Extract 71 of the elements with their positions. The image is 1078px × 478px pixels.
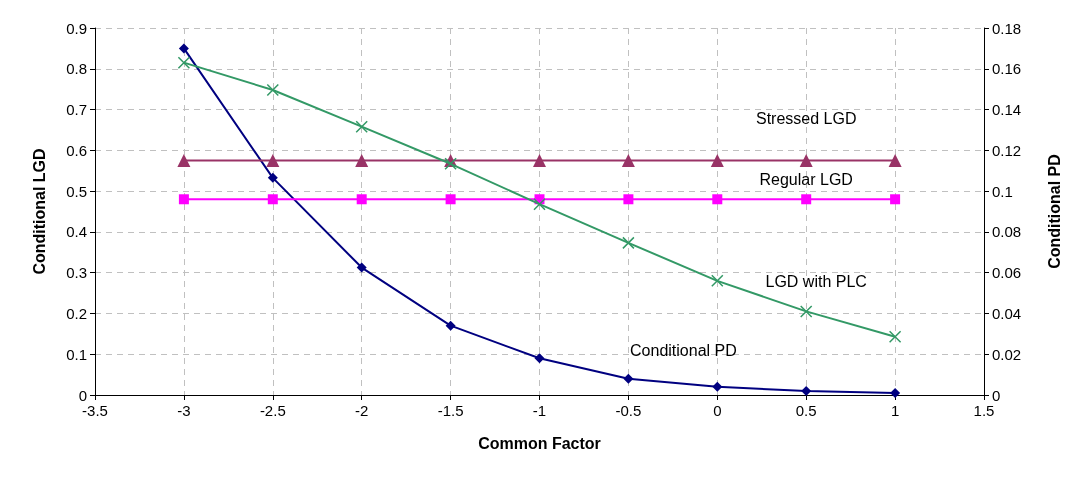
point (712, 381, 723, 392)
x-tick-label: 0.5 (795, 402, 817, 419)
point (890, 387, 901, 398)
y2-tick-label: 0.06 (992, 264, 1022, 282)
point (799, 305, 813, 318)
point (178, 43, 189, 54)
y2-axis-title: Conditional PD (1045, 154, 1063, 269)
point (712, 194, 723, 205)
y2-tick-label: 0.04 (992, 304, 1022, 322)
x-tick-label: -3 (177, 402, 191, 419)
y-tick-label: 0.2 (66, 304, 87, 322)
point (888, 330, 902, 343)
y-tick-label: 0.1 (66, 345, 87, 363)
series-label: Conditional PD (630, 342, 737, 360)
point (356, 262, 367, 273)
point (355, 154, 369, 168)
y-tick-label: 0.3 (66, 264, 87, 282)
x-tick-label: -2.5 (259, 402, 286, 419)
y2-tick-label: 0.12 (992, 141, 1022, 159)
x-tick-label: -3.5 (82, 402, 108, 419)
point (266, 154, 280, 168)
point (890, 194, 901, 205)
y2-tick-label: 0.18 (992, 19, 1022, 37)
point (533, 197, 546, 211)
point (266, 83, 280, 97)
y-axis-title: Conditional LGD (30, 148, 48, 275)
x-tick-label: -1 (532, 402, 547, 419)
y-tick-label: 0 (78, 386, 87, 404)
point (623, 373, 634, 384)
y2-tick-label: 0.16 (992, 60, 1022, 78)
point (267, 172, 278, 183)
point (622, 236, 635, 250)
y-tick-label: 0.6 (66, 141, 87, 159)
point (801, 385, 812, 396)
y-tick-label: 0.5 (66, 182, 87, 200)
point (445, 320, 456, 331)
text: Stressed LGD (755, 110, 857, 128)
point (177, 154, 191, 168)
point (711, 274, 724, 288)
y2-tick-label: 0.1 (992, 182, 1013, 200)
x-tick-label: 1 (890, 402, 900, 419)
point (888, 154, 902, 168)
point (356, 194, 367, 205)
point (267, 194, 278, 205)
series-label: Regular LGD (759, 170, 853, 188)
y-tick-label: 0.7 (66, 101, 87, 119)
point (534, 353, 545, 364)
x-tick-label: -0.5 (615, 402, 642, 419)
point (355, 120, 368, 133)
x-tick-label: 0 (713, 402, 722, 419)
x-axis-title: Common Factor (478, 434, 601, 452)
x-tick-label: 1.5 (973, 402, 995, 419)
x-tick-label: -1.5 (437, 402, 464, 419)
point (533, 154, 546, 168)
y2-tick-label: 0.08 (992, 223, 1022, 241)
point (799, 154, 813, 168)
point (623, 194, 634, 205)
y2-tick-label: 0.14 (992, 101, 1022, 119)
point (177, 56, 191, 69)
y-tick-label: 0.9 (66, 19, 87, 37)
x-tick-label: -2 (355, 402, 369, 419)
y-tick-label: 0.4 (66, 223, 87, 241)
point (178, 194, 189, 205)
y-tick-label: 0.8 (66, 60, 87, 78)
point (621, 154, 635, 168)
series-label: LGD with PLC (765, 272, 867, 290)
point (801, 194, 812, 205)
y2-tick-label: 0.02 (992, 345, 1022, 363)
point (710, 154, 724, 168)
point (445, 194, 456, 205)
y2-tick-label: 0 (992, 386, 1001, 404)
